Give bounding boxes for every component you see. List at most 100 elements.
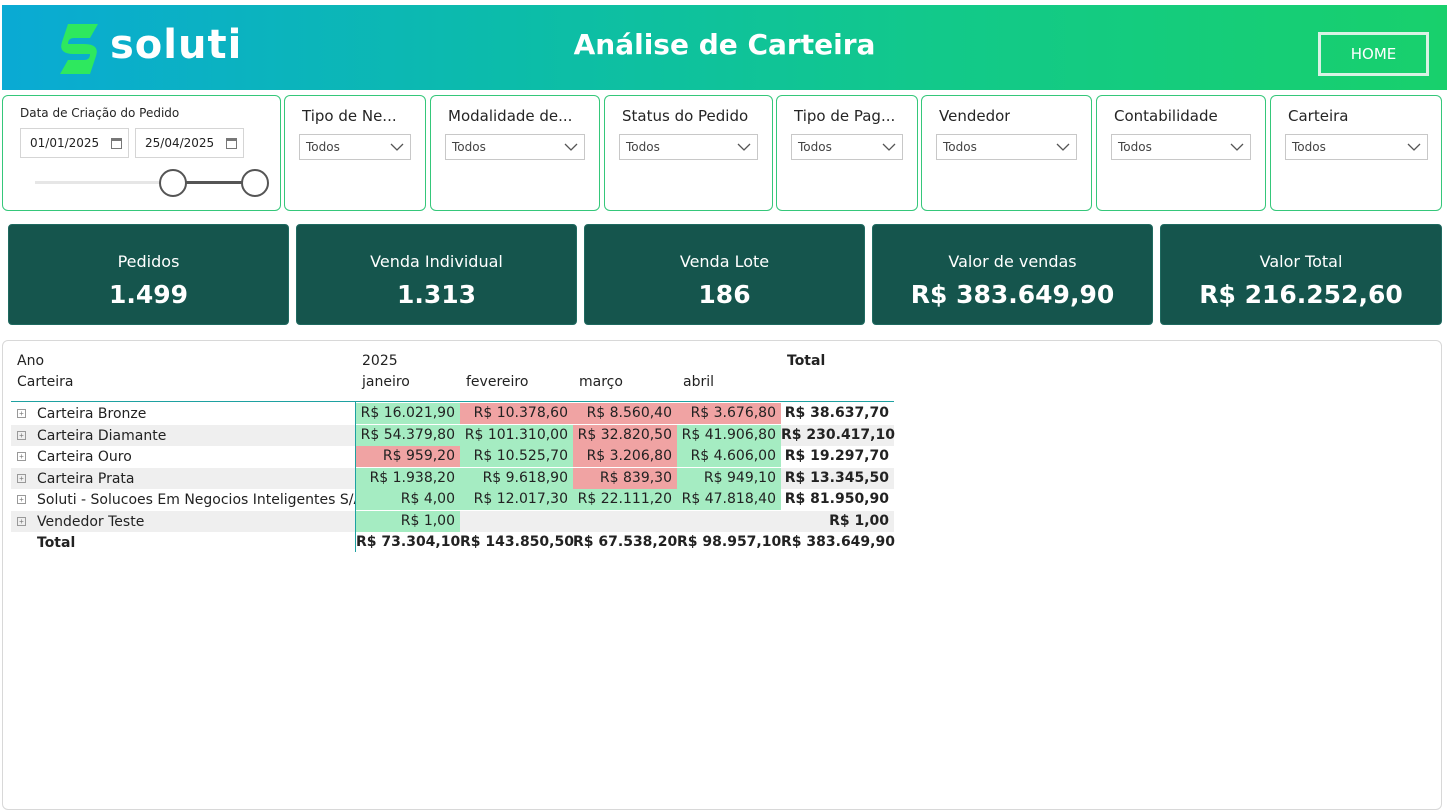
column-header-month[interactable]: janeiro <box>362 374 410 390</box>
value-cell[interactable]: R$ 41.906,80 <box>677 424 781 446</box>
home-button[interactable]: HOME <box>1318 32 1429 76</box>
value-cell[interactable]: R$ 10.378,60 <box>460 403 573 424</box>
column-total-cell[interactable]: R$ 67.538,20 <box>573 534 678 550</box>
chevron-down-icon <box>390 143 404 151</box>
chevron-down-icon <box>1407 143 1421 151</box>
expand-icon[interactable]: + <box>17 409 26 418</box>
value-cell[interactable]: R$ 3.676,80 <box>677 403 781 424</box>
value-cell[interactable]: R$ 54.379,80 <box>356 424 460 446</box>
date-filter-card: Data de Criação do Pedido 01/01/2025 25/… <box>2 95 281 211</box>
value-cell[interactable]: R$ 16.021,90 <box>356 403 460 424</box>
dropdown-tipo-pagamento[interactable]: Todos <box>791 134 903 160</box>
column-total-cell[interactable]: R$ 143.850,50 <box>460 534 574 550</box>
grand-total-cell[interactable]: R$ 383.649,90 <box>781 534 895 550</box>
chevron-down-icon <box>1230 143 1244 151</box>
kpi-label: Venda Individual <box>370 252 503 271</box>
column-header-month[interactable]: março <box>579 374 623 390</box>
filter-title-status-pedido: Status do Pedido <box>622 107 749 125</box>
dropdown-vendedor[interactable]: Todos <box>936 134 1077 160</box>
value-cell[interactable]: R$ 22.111,20 <box>573 489 677 510</box>
row-header-ano: Ano <box>17 353 45 369</box>
value-cell[interactable]: R$ 9.618,90 <box>460 467 573 489</box>
kpi-label: Valor de vendas <box>948 252 1077 271</box>
start-date-input[interactable]: 01/01/2025 <box>20 128 129 158</box>
value-cell[interactable] <box>573 511 677 532</box>
date-slider-range <box>173 181 257 184</box>
kpi-label: Pedidos <box>117 252 180 271</box>
end-date-input[interactable]: 25/04/2025 <box>135 128 244 158</box>
calendar-icon[interactable] <box>226 138 237 149</box>
filter-card-status-pedido: Status do Pedido Todos <box>604 95 773 211</box>
value-cell[interactable]: R$ 3.206,80 <box>573 446 677 467</box>
row-total-cell[interactable]: R$ 1,00 <box>829 512 889 529</box>
row-label: Carteira Prata <box>37 470 135 487</box>
value-cell[interactable]: R$ 1.938,20 <box>356 467 460 489</box>
table-row[interactable]: + Soluti - Solucoes Em Negocios Inteligen… <box>11 489 894 510</box>
value-cell[interactable]: R$ 949,10 <box>677 467 781 489</box>
dropdown-tipo-negocio[interactable]: Todos <box>299 134 411 160</box>
expand-icon[interactable]: + <box>17 495 26 504</box>
logo-text: soluti <box>110 22 243 68</box>
kpi-venda-lote: Venda Lote 186 <box>584 224 865 325</box>
value-cell[interactable]: R$ 10.525,70 <box>460 446 573 467</box>
dropdown-contabilidade[interactable]: Todos <box>1111 134 1251 160</box>
dropdown-value: Todos <box>943 140 977 154</box>
value-cell[interactable] <box>677 511 781 532</box>
chevron-down-icon <box>564 143 578 151</box>
page-title: Análise de Carteira <box>573 28 876 61</box>
value-cell[interactable]: R$ 47.818,40 <box>677 489 781 510</box>
matrix-column-divider <box>355 401 356 552</box>
value-cell[interactable]: R$ 101.310,00 <box>460 424 573 446</box>
dropdown-value: Todos <box>452 140 486 154</box>
kpi-value: R$ 216.252,60 <box>1199 280 1403 309</box>
column-total-cell[interactable]: R$ 73.304,10 <box>356 534 461 550</box>
chevron-down-icon <box>882 143 896 151</box>
column-header-total[interactable]: Total <box>787 353 826 369</box>
row-label: Soluti - Solucoes Em Negocios Inteligent… <box>37 492 364 508</box>
row-total-cell[interactable]: R$ 81.950,90 <box>784 491 889 507</box>
filter-title-vendedor: Vendedor <box>939 107 1011 125</box>
date-slider-track[interactable] <box>35 181 257 184</box>
row-total-cell[interactable]: R$ 230.417,10 <box>781 426 895 443</box>
column-total-cell[interactable]: R$ 98.957,10 <box>677 534 782 550</box>
table-row[interactable]: + Carteira Ouro R$ 959,20 R$ 10.525,70 R$ 3.… <box>11 446 894 467</box>
value-cell[interactable]: R$ 959,20 <box>356 446 460 467</box>
filter-title-carteira: Carteira <box>1288 107 1349 125</box>
row-label: Carteira Diamante <box>37 427 167 444</box>
row-total-cell[interactable]: R$ 38.637,70 <box>784 405 889 421</box>
value-cell[interactable]: R$ 32.820,50 <box>573 424 677 446</box>
value-cell[interactable]: R$ 4.606,00 <box>677 446 781 467</box>
value-cell[interactable]: R$ 12.017,30 <box>460 489 573 510</box>
row-total-cell[interactable]: R$ 19.297,70 <box>784 448 889 464</box>
value-cell[interactable]: R$ 8.560,40 <box>573 403 677 424</box>
column-header-month[interactable]: abril <box>683 374 715 390</box>
row-total-cell[interactable]: R$ 13.345,50 <box>784 469 889 486</box>
kpi-label: Valor Total <box>1259 252 1343 271</box>
expand-icon[interactable]: + <box>17 473 26 483</box>
kpi-pedidos: Pedidos 1.499 <box>8 224 289 325</box>
date-slider-start-handle[interactable] <box>159 169 187 197</box>
total-row[interactable]: Total R$ 73.304,10 R$ 143.850,50 R$ 67.538,… <box>11 532 895 553</box>
table-row[interactable]: + Carteira Diamante R$ 54.379,80 R$ 101.310… <box>11 424 895 446</box>
column-header-year[interactable]: 2025 <box>362 353 398 369</box>
soluti-logo: soluti <box>54 20 241 78</box>
value-cell[interactable]: R$ 1,00 <box>356 510 460 532</box>
table-row[interactable]: + Carteira Bronze R$ 16.021,90 R$ 10.378,60… <box>11 403 894 424</box>
date-filter-title: Data de Criação do Pedido <box>20 106 180 120</box>
expand-icon[interactable]: + <box>17 516 26 526</box>
value-cell[interactable]: R$ 4,00 <box>356 489 460 510</box>
table-row[interactable]: + Carteira Prata R$ 1.938,20 R$ 9.618,90 R$ … <box>11 467 894 489</box>
chevron-down-icon <box>737 143 751 151</box>
calendar-icon[interactable] <box>111 138 122 149</box>
dropdown-carteira[interactable]: Todos <box>1285 134 1428 160</box>
value-cell[interactable] <box>460 511 573 532</box>
dropdown-status-pedido[interactable]: Todos <box>619 134 758 160</box>
column-header-month[interactable]: fevereiro <box>466 374 529 390</box>
expand-icon[interactable]: + <box>17 452 26 461</box>
value-cell[interactable]: R$ 839,30 <box>573 467 677 489</box>
date-slider-end-handle[interactable] <box>241 169 269 197</box>
dropdown-value: Todos <box>1118 140 1152 154</box>
expand-icon[interactable]: + <box>17 430 26 440</box>
table-row[interactable]: + Vendedor Teste R$ 1,00 R$ 1,00 <box>11 510 894 532</box>
dropdown-modalidade[interactable]: Todos <box>445 134 585 160</box>
